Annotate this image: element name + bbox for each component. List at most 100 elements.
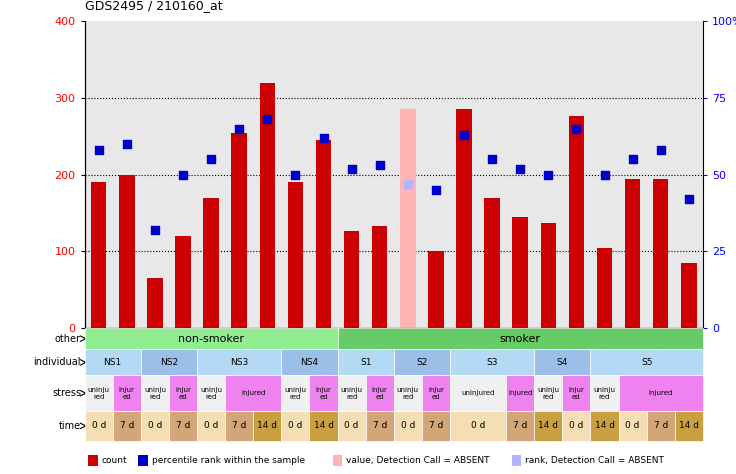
Bar [316, 140, 331, 328]
Text: 0 d: 0 d [569, 421, 584, 430]
Bar [569, 116, 584, 328]
Point [261, 116, 273, 123]
Bar [147, 278, 163, 328]
Text: 0 d: 0 d [204, 421, 219, 430]
Bar [203, 198, 219, 328]
Text: other: other [55, 334, 81, 344]
Point [430, 186, 442, 194]
Bar [288, 182, 303, 328]
Text: 14 d: 14 d [679, 421, 698, 430]
Point [149, 226, 160, 234]
Point [542, 171, 554, 179]
Text: uninju
red: uninju red [593, 387, 615, 400]
Text: stress: stress [52, 388, 81, 398]
Text: percentile rank within the sample: percentile rank within the sample [152, 456, 305, 465]
Bar [91, 182, 107, 328]
Bar [456, 109, 472, 328]
Text: injur
ed: injur ed [372, 387, 388, 400]
Bar [512, 217, 528, 328]
Text: injured: injured [241, 390, 266, 396]
Text: 7 d: 7 d [176, 421, 190, 430]
Text: 7 d: 7 d [232, 421, 247, 430]
Text: 14 d: 14 d [538, 421, 559, 430]
Text: uninju
red: uninju red [200, 387, 222, 400]
Point [177, 171, 189, 179]
Text: 0 d: 0 d [626, 421, 640, 430]
Bar [231, 133, 247, 328]
Text: S4: S4 [556, 358, 568, 367]
Bar [175, 236, 191, 328]
Text: uninju
red: uninju red [144, 387, 166, 400]
Text: S5: S5 [641, 358, 652, 367]
Text: 0 d: 0 d [344, 421, 358, 430]
Point [458, 131, 470, 138]
Bar [400, 109, 416, 328]
Text: value, Detection Call = ABSENT: value, Detection Call = ABSENT [346, 456, 489, 465]
Bar [625, 179, 640, 328]
Text: uninju
red: uninju red [397, 387, 419, 400]
Text: uninjured: uninjured [461, 390, 495, 396]
Text: 14 d: 14 d [258, 421, 277, 430]
Point [570, 125, 582, 132]
Text: individual: individual [33, 357, 81, 367]
Text: injured: injured [648, 390, 673, 396]
Text: uninju
red: uninju red [341, 387, 363, 400]
Text: 7 d: 7 d [654, 421, 668, 430]
Bar [344, 231, 359, 328]
Text: 0 d: 0 d [400, 421, 415, 430]
Text: NS1: NS1 [104, 358, 122, 367]
Text: injur
ed: injur ed [175, 387, 191, 400]
Text: uninju
red: uninju red [284, 387, 306, 400]
Text: 0 d: 0 d [91, 421, 106, 430]
Text: non-smoker: non-smoker [178, 334, 244, 344]
Point [402, 180, 414, 188]
Point [233, 125, 245, 132]
Text: 14 d: 14 d [314, 421, 333, 430]
Bar [681, 263, 696, 328]
Point [205, 155, 217, 163]
Text: 7 d: 7 d [429, 421, 443, 430]
Text: injur
ed: injur ed [118, 387, 135, 400]
Point [318, 134, 330, 142]
Text: S2: S2 [416, 358, 428, 367]
Bar [119, 175, 135, 328]
Point [683, 195, 695, 203]
Bar [597, 247, 612, 328]
Text: rank, Detection Call = ABSENT: rank, Detection Call = ABSENT [525, 456, 664, 465]
Point [374, 162, 386, 169]
Bar [428, 251, 444, 328]
Text: 7 d: 7 d [372, 421, 387, 430]
Text: injur
ed: injur ed [568, 387, 584, 400]
Point [289, 171, 301, 179]
Bar [372, 226, 387, 328]
Text: S1: S1 [360, 358, 372, 367]
Text: 14 d: 14 d [595, 421, 615, 430]
Text: 7 d: 7 d [120, 421, 134, 430]
Text: NS4: NS4 [300, 358, 319, 367]
Text: GDS2495 / 210160_at: GDS2495 / 210160_at [85, 0, 222, 12]
Point [655, 146, 667, 154]
Text: NS2: NS2 [160, 358, 178, 367]
Bar [260, 82, 275, 328]
Point [598, 171, 610, 179]
Text: count: count [102, 456, 127, 465]
Bar [484, 198, 500, 328]
Text: injur
ed: injur ed [428, 387, 444, 400]
Point [627, 155, 639, 163]
Point [346, 165, 358, 173]
Text: 7 d: 7 d [513, 421, 528, 430]
Text: smoker: smoker [500, 334, 541, 344]
Bar [653, 179, 668, 328]
Text: injured: injured [508, 390, 532, 396]
Text: injur
ed: injur ed [316, 387, 331, 400]
Text: S3: S3 [486, 358, 498, 367]
Text: 0 d: 0 d [471, 421, 485, 430]
Text: NS3: NS3 [230, 358, 248, 367]
Point [121, 140, 132, 148]
Bar [540, 223, 556, 328]
Point [93, 146, 105, 154]
Text: uninju
red: uninju red [88, 387, 110, 400]
Text: uninju
red: uninju red [537, 387, 559, 400]
Point [486, 155, 498, 163]
Text: 0 d: 0 d [148, 421, 162, 430]
